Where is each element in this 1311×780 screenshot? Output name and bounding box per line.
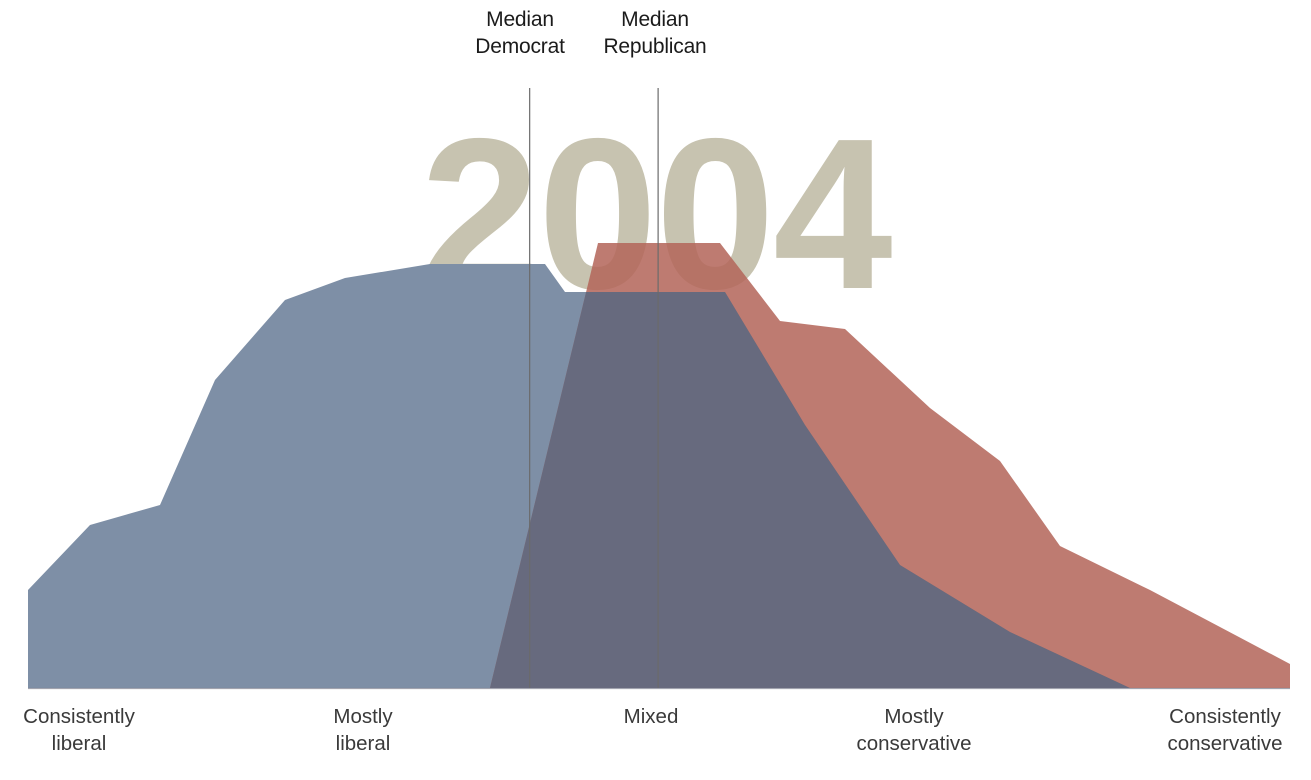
- x-axis-label-0-line2: liberal: [51, 732, 107, 755]
- x-axis-label-4-line2: conservative: [1167, 732, 1283, 755]
- x-axis-label-mostly-conservative: Mostly conservative: [830, 703, 998, 757]
- x-axis-label-2-line1: Mixed: [623, 705, 679, 728]
- median-democrat-label-line2: Democrat: [475, 35, 565, 58]
- median-democrat-label-line1: Median: [486, 8, 554, 31]
- median-republican-label-line2: Republican: [603, 35, 707, 58]
- median-democrat-label: Median Democrat: [455, 6, 585, 60]
- x-axis-label-1-line1: Mostly: [333, 705, 393, 728]
- x-axis-label-consistently-conservative: Consistently conservative: [1139, 703, 1311, 757]
- x-axis-label-1-line2: liberal: [335, 732, 391, 755]
- x-axis-label-3-line2: conservative: [856, 732, 972, 755]
- area-chart-plot: [28, 88, 1290, 690]
- median-republican-label: Median Republican: [583, 6, 727, 60]
- chart-svg: [28, 88, 1290, 690]
- x-axis-label-mixed: Mixed: [613, 703, 689, 730]
- median-republican-label-line1: Median: [621, 8, 689, 31]
- x-axis-label-consistently-liberal: Consistently liberal: [0, 703, 158, 757]
- x-axis-label-mostly-liberal: Mostly liberal: [322, 703, 404, 757]
- x-axis-label-4-line1: Consistently: [1169, 705, 1281, 728]
- x-axis-label-0-line1: Consistently: [23, 705, 135, 728]
- x-axis-label-3-line1: Mostly: [884, 705, 944, 728]
- x-axis-label-row: Consistently liberal Mostly liberal Mixe…: [0, 703, 1311, 775]
